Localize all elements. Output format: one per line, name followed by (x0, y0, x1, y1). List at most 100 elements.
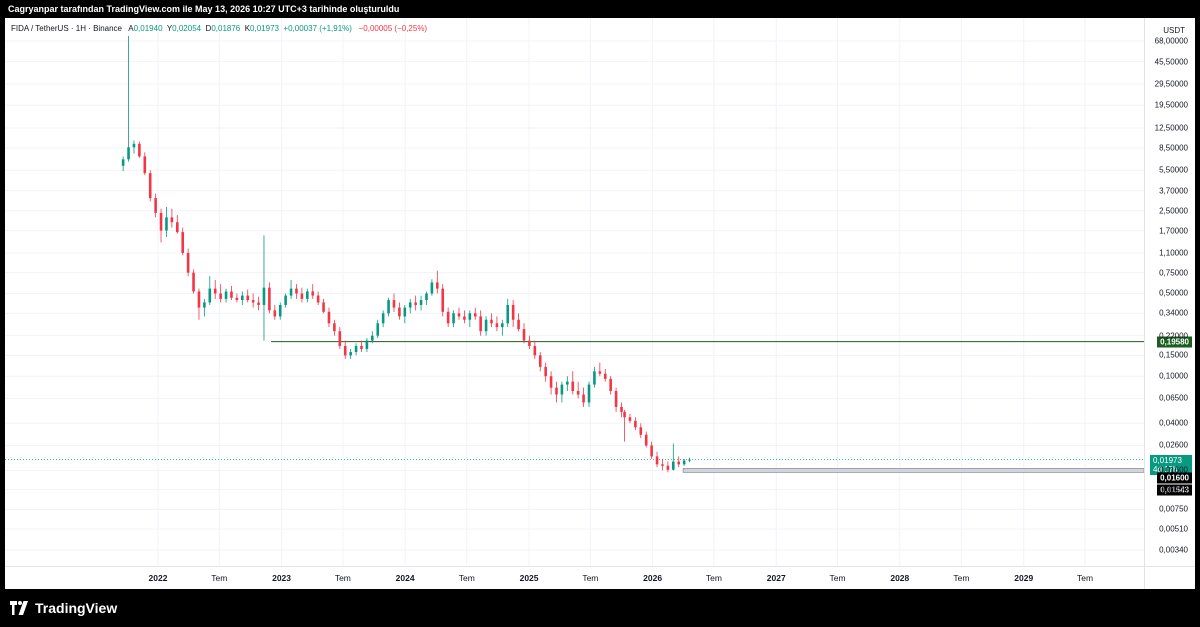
candle-body-down (603, 373, 607, 379)
price-scale[interactable]: USDT 0,19580 0,01973 4d 17h 0,01600 0,01… (1144, 18, 1195, 566)
tradingview-logo[interactable]: TradingView (8, 600, 117, 616)
candle-body-up (262, 287, 266, 305)
extra-change-value: −0,00005 (−0,25%) (358, 24, 428, 33)
candle-body-up (165, 217, 168, 231)
price-tick-label: 0,34000 (1159, 308, 1188, 318)
price-tick-label: 3,70000 (1159, 186, 1188, 196)
candle-body-up (306, 291, 309, 299)
candle-body-down (327, 311, 331, 324)
footer: TradingView (0, 589, 1200, 627)
price-chart[interactable] (5, 18, 1144, 566)
candle-body-down (230, 291, 233, 298)
price-tick-label: 0,00510 (1159, 524, 1188, 534)
candle-body-up (203, 302, 206, 308)
close-label: K (244, 24, 251, 33)
price-tick-label: 12,50000 (1154, 123, 1188, 133)
price-tick-label: 0,01600 (1159, 465, 1188, 475)
close-value: 0,01973 (250, 24, 279, 33)
candle-body-down (197, 291, 201, 308)
last-price-tag: 0,01973 4d 17h (1150, 454, 1192, 475)
candle-body-down (138, 143, 141, 157)
time-tick-label: 2025 (519, 573, 539, 583)
candle-body-down (650, 445, 653, 457)
candle-body-down (576, 390, 580, 395)
price-tick-label: 0,01100 (1159, 485, 1188, 495)
symbol-title: FIDA / TetherUS · 1H · Binance (11, 24, 123, 33)
candle-body-down (511, 304, 515, 320)
countdown-value: 4d 17h (1153, 464, 1178, 474)
time-tick-label: Tem (953, 573, 970, 583)
candle-body-down (598, 371, 602, 374)
candle-body-down (414, 302, 417, 305)
time-tick-label: 2023 (272, 573, 292, 583)
candle-body-down (614, 390, 618, 407)
time-tick-label: Tem (829, 573, 846, 583)
candle-body-down (181, 232, 185, 253)
candle-body-down (246, 295, 250, 301)
candle-body-up (132, 143, 136, 148)
candle-body-down (251, 300, 255, 303)
candle-body-up (289, 288, 293, 296)
candle-body-up (501, 323, 504, 328)
price-tick-label: 1,10000 (1159, 248, 1188, 258)
candle-body-down (273, 310, 277, 317)
candle-body-down (533, 345, 537, 356)
candle-body-up (371, 335, 374, 341)
candle-body-up (593, 371, 596, 385)
candle-body-up (587, 384, 591, 403)
low-value: 0,01876 (211, 24, 241, 33)
candle-body-up (127, 147, 130, 160)
time-tick-label: Tem (582, 573, 599, 583)
price-tick-label: 8,50000 (1159, 143, 1188, 153)
candle-body-up (278, 304, 282, 317)
candle-body-down (159, 212, 163, 231)
candle-body-down (257, 302, 260, 305)
price-tick-label: 0,22000 (1159, 331, 1188, 341)
candle-body-up (468, 313, 472, 320)
level-low-tag: 0,01600 (1157, 472, 1192, 484)
time-axis[interactable]: 2022 Tem 2023 Tem 2024 Tem 2025 Tem 2026 Tem 2027 T… (5, 566, 1144, 589)
candle-body-down (333, 323, 336, 332)
candle-body-down (677, 461, 681, 465)
level-band-low (682, 468, 1144, 473)
candle-body-down (360, 345, 363, 349)
candle-body-up (403, 307, 407, 317)
candle-body-down (457, 313, 461, 317)
axis-corner (1144, 566, 1195, 589)
price-tick-label: 29,50000 (1154, 79, 1188, 89)
open-label: A (128, 24, 134, 33)
price-tick-label: 2,50000 (1159, 206, 1188, 216)
candle-body-up (376, 323, 380, 336)
candle-body-down (398, 307, 401, 317)
candle-body-down (213, 288, 217, 294)
candle-body-down (522, 329, 526, 341)
currency-label: USDT (1163, 26, 1185, 35)
candle-body-up (224, 291, 228, 299)
candle-body-down (446, 311, 450, 324)
candle-body-down (338, 331, 342, 346)
candle-body-up (688, 459, 691, 461)
candle-body-down (620, 406, 623, 412)
candle-body-down (463, 316, 466, 320)
change-value: +0,00037 (+1,91%) (283, 24, 352, 33)
candle-body-down (628, 417, 632, 421)
candle-body-down (473, 313, 477, 317)
candle-body-down (441, 288, 445, 312)
candle-body-down (517, 319, 520, 330)
time-tick-label: Tem (1076, 573, 1094, 583)
candle-body-up (381, 313, 385, 324)
snapshot-caption: Cagryanpar tarafından TradingView.com il… (8, 4, 400, 14)
candle-body-up (284, 295, 287, 305)
candle-body-down (538, 355, 542, 367)
candle-body-down (343, 345, 347, 356)
candle-body-up (430, 282, 434, 294)
candle-body-down (661, 464, 664, 466)
candle-body-up (419, 300, 423, 305)
candle-body-down (634, 420, 637, 428)
symbol-legend: FIDA / TetherUS · 1H · Binance A0,01940 … (11, 24, 427, 33)
candle-body-up (121, 159, 125, 166)
candle-body-down (582, 394, 585, 403)
candle-body-down (479, 316, 482, 332)
price-tick-label: 0,75000 (1159, 268, 1188, 278)
candle-body-down (544, 366, 547, 377)
